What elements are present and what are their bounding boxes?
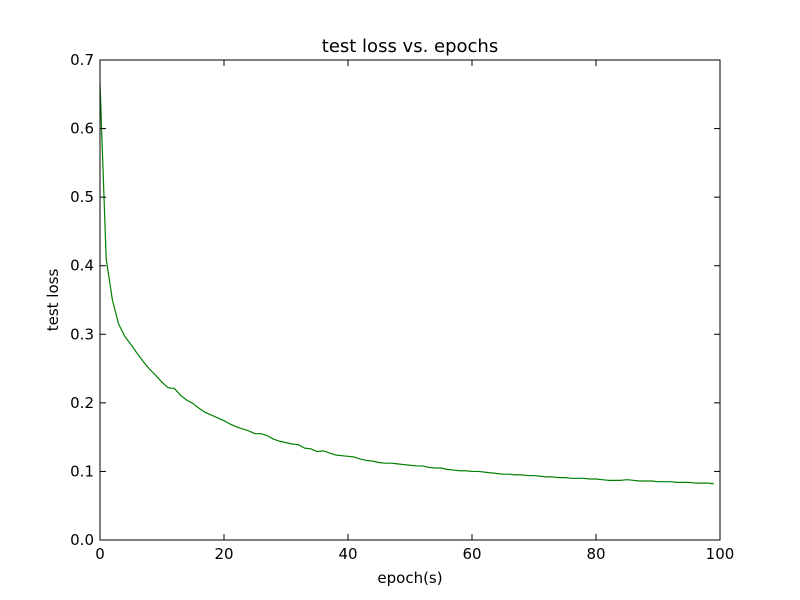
- y-tick-label: 0.1: [70, 462, 94, 480]
- chart-title: test loss vs. epochs: [322, 36, 498, 57]
- y-tick-label: 0.4: [70, 257, 94, 275]
- y-tick-label: 0.0: [70, 531, 94, 549]
- plot-frame: [99, 59, 721, 541]
- y-tick-label: 0.7: [70, 51, 94, 69]
- y-tick-label: 0.5: [70, 188, 94, 206]
- series-line-0: [99, 83, 714, 485]
- x-tick-label: 40: [338, 545, 357, 563]
- y-axis-label: test loss: [44, 269, 62, 332]
- x-tick-label: 60: [462, 545, 481, 563]
- x-axis-label: epoch(s): [377, 569, 442, 587]
- x-tick-label: 100: [706, 545, 735, 563]
- x-tick-label: 20: [214, 545, 233, 563]
- y-tick-label: 0.2: [70, 394, 94, 412]
- plot-area: 0 20 40 60 80 100 0.0 0.1 0.2 0.3 0.4 0.5 0.6 0.7: [70, 51, 734, 563]
- y-tick-label: 0.6: [70, 120, 94, 138]
- x-tick-label: 80: [586, 545, 605, 563]
- y-tick-label: 0.3: [70, 325, 94, 343]
- x-tick-label: 0: [95, 545, 105, 563]
